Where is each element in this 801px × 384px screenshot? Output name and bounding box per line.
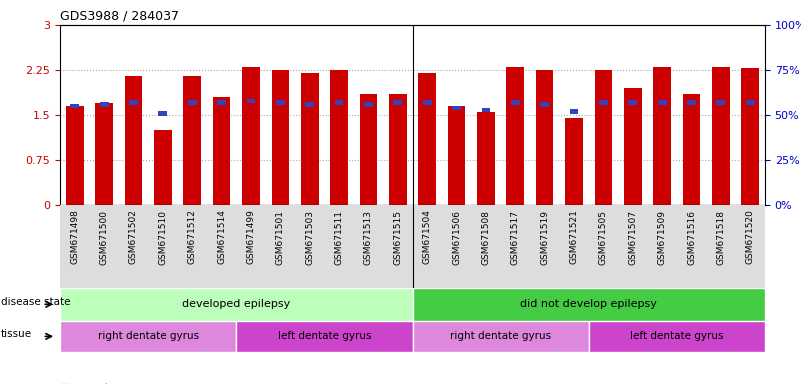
Text: GSM671499: GSM671499 (247, 210, 256, 265)
Text: GSM671516: GSM671516 (687, 210, 696, 265)
Bar (536, 70, 553, 205)
Bar (506, 67, 524, 205)
Bar (335, 100, 344, 105)
Bar (413, 288, 765, 321)
Bar (183, 76, 201, 205)
Bar (364, 102, 372, 107)
Bar (423, 100, 432, 105)
Text: GSM671512: GSM671512 (187, 210, 197, 265)
Bar (66, 106, 83, 205)
Text: GSM671506: GSM671506 (452, 210, 461, 265)
Text: GSM671505: GSM671505 (599, 210, 608, 265)
Bar (742, 68, 759, 205)
Bar (276, 100, 284, 105)
Bar (154, 130, 171, 205)
Bar (70, 104, 79, 108)
Bar (129, 100, 138, 105)
Bar (658, 100, 666, 105)
Bar (570, 109, 578, 114)
Text: GSM671498: GSM671498 (70, 210, 79, 265)
Text: GSM671520: GSM671520 (746, 210, 755, 265)
Bar (716, 100, 726, 105)
Bar (247, 99, 256, 103)
Bar (187, 100, 196, 105)
Bar (481, 108, 490, 112)
Bar (99, 102, 108, 107)
Text: GDS3988 / 284037: GDS3988 / 284037 (60, 10, 179, 23)
Bar (60, 321, 236, 352)
Bar (452, 106, 461, 110)
Bar (511, 100, 520, 105)
Text: GSM671503: GSM671503 (305, 210, 314, 265)
Bar (330, 70, 348, 205)
Bar (594, 70, 612, 205)
Bar (599, 100, 608, 105)
Text: right dentate gyrus: right dentate gyrus (98, 331, 199, 341)
Text: developed epilepsy: developed epilepsy (182, 299, 291, 310)
Bar (712, 67, 730, 205)
Bar (360, 94, 377, 205)
Text: GSM671510: GSM671510 (159, 210, 167, 265)
Bar (687, 100, 696, 105)
Text: GSM671508: GSM671508 (481, 210, 490, 265)
Bar (272, 70, 289, 205)
Bar (566, 118, 583, 205)
Bar (540, 102, 549, 107)
Bar (448, 106, 465, 205)
Text: left dentate gyrus: left dentate gyrus (278, 331, 371, 341)
Text: GSM671517: GSM671517 (511, 210, 520, 265)
Bar (624, 88, 642, 205)
Text: GSM671521: GSM671521 (570, 210, 578, 265)
Bar (301, 73, 319, 205)
Text: ■  count: ■ count (60, 383, 109, 384)
Text: tissue: tissue (1, 329, 32, 339)
Bar (95, 103, 113, 205)
Text: GSM671511: GSM671511 (335, 210, 344, 265)
Text: GSM671501: GSM671501 (276, 210, 285, 265)
Text: GSM671519: GSM671519 (540, 210, 549, 265)
Bar (413, 321, 589, 352)
Text: disease state: disease state (1, 297, 70, 308)
Text: GSM671515: GSM671515 (393, 210, 402, 265)
Bar (159, 111, 167, 116)
Bar (654, 67, 671, 205)
Bar (682, 94, 700, 205)
Bar (60, 288, 413, 321)
Text: right dentate gyrus: right dentate gyrus (450, 331, 551, 341)
Bar (125, 76, 143, 205)
Text: GSM671514: GSM671514 (217, 210, 226, 265)
Text: GSM671500: GSM671500 (99, 210, 109, 265)
Bar (213, 97, 231, 205)
Text: GSM671518: GSM671518 (716, 210, 726, 265)
Bar (305, 102, 314, 107)
Bar (217, 100, 226, 105)
Text: GSM671504: GSM671504 (423, 210, 432, 265)
Text: left dentate gyrus: left dentate gyrus (630, 331, 723, 341)
Bar (589, 321, 765, 352)
Bar (393, 100, 402, 105)
Text: GSM671509: GSM671509 (658, 210, 666, 265)
Text: did not develop epilepsy: did not develop epilepsy (521, 299, 657, 310)
Bar (477, 112, 495, 205)
Bar (628, 100, 637, 105)
Bar (389, 94, 407, 205)
Bar (746, 100, 755, 105)
Bar (242, 67, 260, 205)
Text: GSM671513: GSM671513 (364, 210, 373, 265)
Bar (418, 73, 436, 205)
Bar (236, 321, 413, 352)
Text: GSM671502: GSM671502 (129, 210, 138, 265)
Text: GSM671507: GSM671507 (628, 210, 638, 265)
